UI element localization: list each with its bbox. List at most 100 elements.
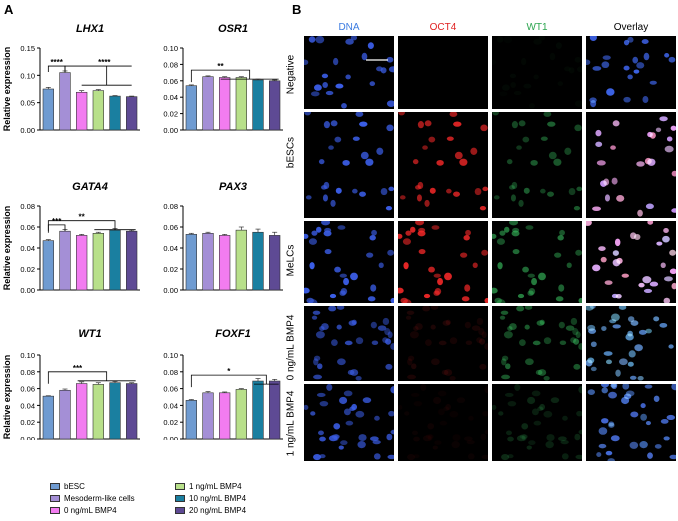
bar <box>76 383 88 440</box>
micrograph-tile <box>492 112 582 218</box>
y-axis-label: Relative expression <box>2 355 12 440</box>
significance-label: **** <box>50 58 63 67</box>
chart-osr1: OSR1 0.00 0.02 0.04 0.06 0.08 0.10 ** <box>163 23 283 135</box>
y-tick-label: 0.08 <box>163 202 178 211</box>
y-tick-label: 0.02 <box>163 265 178 274</box>
legend-label: 10 ng/mL BMP4 <box>189 494 247 503</box>
bar <box>219 235 231 291</box>
micrograph-tile <box>398 306 488 381</box>
chart-title: LHX1 <box>76 23 104 35</box>
significance-bracket <box>190 69 251 83</box>
micrograph-tile <box>586 112 676 218</box>
y-tick-label: 0.06 <box>163 77 178 86</box>
y-tick-label: 0.04 <box>20 401 35 410</box>
legend-label: 0 ng/mL BMP4 <box>64 506 117 515</box>
micrograph-tile <box>586 306 676 381</box>
micrograph-tile <box>398 36 488 109</box>
chart-gata4: GATA4 Relative expression 0.00 0.02 0.04 0.06… <box>2 181 140 295</box>
bar <box>109 382 121 440</box>
chart-title: OSR1 <box>218 23 248 35</box>
row-label-1ng-bmp4: 1 ng/mL BMP4 <box>285 390 297 457</box>
micrograph-tile <box>304 112 394 218</box>
y-tick-label: 0.00 <box>20 435 35 440</box>
y-tick-label: 0.10 <box>163 44 178 53</box>
legend-label: Mesoderm-like cells <box>64 494 135 503</box>
y-tick-label: 0.00 <box>163 126 178 135</box>
bar <box>185 85 197 131</box>
y-tick-label: 0.00 <box>163 286 178 295</box>
bar <box>202 233 214 291</box>
bar <box>76 235 88 291</box>
y-tick-label: 0.04 <box>163 244 178 253</box>
y-tick-label: 0.00 <box>163 435 178 440</box>
bar <box>109 229 121 291</box>
y-tick-label: 0.02 <box>20 418 35 427</box>
y-tick-label: 0.06 <box>20 223 35 232</box>
legend-item-20ng: 20 ng/mL BMP4 <box>175 506 246 515</box>
legend-swatch <box>175 495 185 502</box>
row-label-negative: Negative <box>285 54 297 95</box>
micrograph-tile <box>492 221 582 303</box>
significance-bracket <box>47 371 108 384</box>
y-tick-label: 0.00 <box>20 286 35 295</box>
micrograph-tile <box>492 384 582 461</box>
significance-label: *** <box>73 364 83 373</box>
bar <box>185 234 197 291</box>
y-tick-label: 0.15 <box>20 44 35 53</box>
bar <box>252 380 264 440</box>
y-tick-label: 0.08 <box>163 60 178 69</box>
legend-swatch <box>50 483 60 490</box>
significance-bracket <box>47 220 116 233</box>
legend-swatch <box>50 495 60 502</box>
y-tick-label: 0.06 <box>163 223 178 232</box>
significance-label: **** <box>98 58 111 67</box>
bar <box>42 240 54 291</box>
significance-label: ** <box>217 62 224 71</box>
bar <box>235 77 247 131</box>
y-tick-label: 0.05 <box>20 99 35 108</box>
panel-a-label: A <box>4 2 14 17</box>
legend-item-1ng: 1 ng/mL BMP4 <box>175 482 242 491</box>
micrograph-tile <box>398 112 488 218</box>
y-tick-label: 0.02 <box>163 110 178 119</box>
chart-foxf1: FOXF1 0.00 0.02 0.04 0.06 0.08 0.10 * <box>163 328 283 440</box>
legend: bESC Mesoderm-like cells 0 ng/mL BMP4 1 … <box>50 482 290 520</box>
bar <box>59 72 71 131</box>
row-label-bescs: bESCs <box>285 136 297 169</box>
bar <box>219 77 231 131</box>
panel-b-label: B <box>292 2 302 17</box>
bar <box>76 91 88 131</box>
legend-label: 1 ng/mL BMP4 <box>189 482 242 491</box>
y-tick-label: 0.10 <box>20 351 35 360</box>
micrograph-tile <box>398 221 488 303</box>
bar <box>126 96 138 131</box>
micrograph-tile <box>304 384 394 461</box>
column-label-dna: DNA <box>338 22 360 33</box>
bar <box>92 233 104 291</box>
chart-title: GATA4 <box>72 181 108 193</box>
micrograph-tile <box>586 221 676 303</box>
column-label-wt1: WT1 <box>526 22 548 33</box>
bar <box>202 76 214 131</box>
chart-title: FOXF1 <box>215 328 250 340</box>
micrograph-tile <box>304 36 394 109</box>
legend-item-mesoderm: Mesoderm-like cells <box>50 494 135 503</box>
bar-chart-grid: LHX1 Relative expression 0.00 0.05 0.10 0.15 *… <box>2 23 283 440</box>
legend-label: 20 ng/mL BMP4 <box>189 506 247 515</box>
bar <box>92 384 104 440</box>
chart-wt1: WT1 Relative expression 0.00 0.02 0.04 0.06 0.… <box>2 328 140 440</box>
y-tick-label: 0.04 <box>163 93 178 102</box>
bar <box>235 389 247 440</box>
significance-label: ** <box>79 213 86 222</box>
legend-item-0ng: 0 ng/mL BMP4 <box>50 506 117 515</box>
micrograph-tile <box>586 36 676 109</box>
chart-title: WT1 <box>78 328 101 340</box>
legend-swatch <box>175 507 185 514</box>
legend-swatch <box>175 483 185 490</box>
y-tick-label: 0.04 <box>20 244 35 253</box>
y-tick-label: 0.08 <box>163 368 178 377</box>
y-tick-label: 0.10 <box>163 351 178 360</box>
significance-bracket <box>190 374 267 388</box>
bar <box>109 95 121 131</box>
bar <box>92 90 104 131</box>
